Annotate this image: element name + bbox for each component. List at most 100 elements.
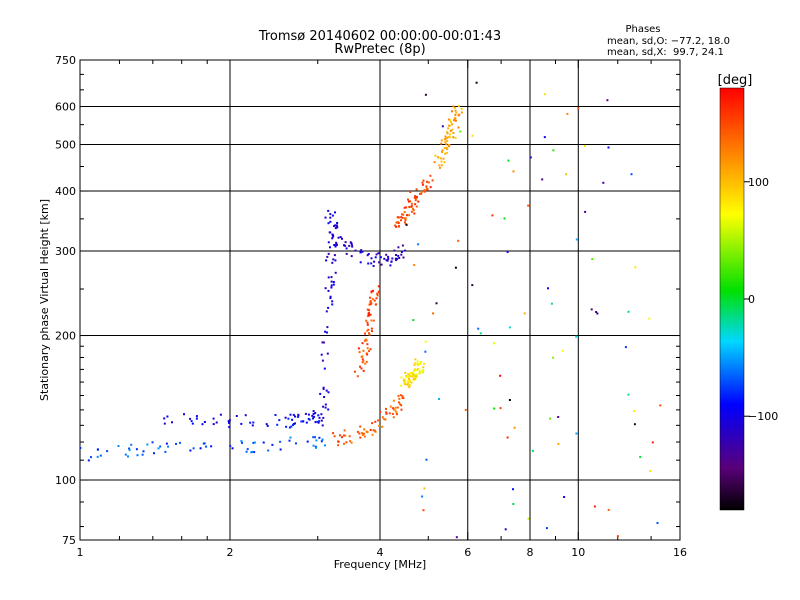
data-point (415, 205, 418, 208)
data-point (369, 348, 372, 351)
data-point (279, 440, 282, 443)
data-point (413, 369, 415, 372)
data-point (396, 406, 399, 409)
data-point (575, 335, 578, 338)
data-point (146, 443, 149, 446)
data-point (253, 441, 256, 444)
data-point (324, 444, 326, 447)
data-point (413, 374, 416, 377)
data-point (591, 258, 594, 261)
data-point (431, 179, 434, 182)
data-point (402, 379, 405, 382)
data-point (402, 213, 405, 216)
data-point (392, 416, 395, 419)
data-point (313, 415, 316, 418)
data-point (575, 238, 578, 241)
y-tick-label: 75 (62, 534, 76, 547)
data-point (454, 109, 457, 112)
data-point (271, 443, 274, 446)
data-point (191, 422, 194, 425)
data-point (388, 412, 391, 415)
data-point (333, 435, 336, 438)
data-point (157, 447, 160, 450)
data-point (633, 423, 636, 426)
data-point (227, 420, 230, 423)
data-point (136, 454, 139, 457)
data-point (590, 308, 593, 311)
data-point (319, 392, 322, 395)
data-point (124, 453, 127, 456)
data-point (336, 222, 339, 224)
data-point (400, 253, 403, 256)
data-point (367, 328, 370, 331)
data-point (409, 200, 412, 203)
data-point (163, 422, 166, 425)
data-point (414, 195, 417, 198)
data-point (371, 422, 374, 425)
data-point (334, 271, 337, 274)
data-point (334, 244, 337, 247)
data-point (370, 262, 373, 265)
data-point (659, 404, 662, 407)
data-point (294, 422, 296, 425)
data-point (433, 161, 436, 164)
data-point (385, 412, 388, 415)
data-point (235, 415, 238, 417)
data-point (411, 375, 414, 378)
data-point (400, 384, 403, 387)
data-point (386, 259, 389, 262)
phases-x-stats: mean, sd,X: 99.7, 24.1 (607, 47, 724, 58)
data-point (343, 244, 345, 247)
data-point (366, 353, 369, 356)
data-point (446, 148, 448, 151)
data-point (320, 440, 323, 443)
data-point (421, 495, 424, 498)
data-point (513, 426, 516, 429)
data-point (370, 319, 373, 322)
data-point (493, 342, 496, 345)
x-tick-label: 2 (227, 546, 234, 559)
data-point (314, 421, 317, 424)
data-point (449, 133, 451, 136)
data-point (373, 429, 376, 432)
data-point (366, 329, 369, 332)
data-point (634, 266, 637, 269)
data-point (318, 420, 321, 423)
x-tick-label: 1 (77, 546, 84, 559)
data-point (315, 446, 318, 449)
data-point (394, 406, 397, 409)
y-tick-label: 400 (55, 185, 76, 198)
data-point (276, 423, 279, 426)
data-point (425, 458, 428, 461)
data-point (362, 369, 365, 372)
data-point (368, 350, 370, 353)
x-tick-label: 6 (464, 546, 471, 559)
data-point (365, 339, 368, 342)
data-point (385, 411, 388, 414)
data-point (391, 412, 394, 415)
data-point (413, 368, 416, 371)
data-point (312, 410, 315, 413)
data-point (385, 259, 388, 262)
data-point (616, 535, 619, 538)
data-point (394, 224, 397, 227)
data-point (395, 221, 398, 224)
data-point (444, 152, 447, 155)
data-point (421, 181, 424, 184)
data-point (212, 417, 215, 420)
data-point (417, 243, 420, 246)
data-point (241, 441, 243, 444)
data-point (130, 443, 133, 446)
data-point (142, 450, 145, 453)
data-point (410, 205, 413, 207)
data-point (639, 455, 642, 458)
data-point (369, 300, 372, 303)
data-point (395, 254, 397, 256)
data-point (367, 312, 370, 315)
data-point (421, 183, 424, 186)
data-point (331, 214, 334, 217)
data-point (413, 212, 416, 215)
data-point (329, 220, 332, 223)
data-point (457, 105, 460, 107)
data-point (379, 411, 382, 413)
